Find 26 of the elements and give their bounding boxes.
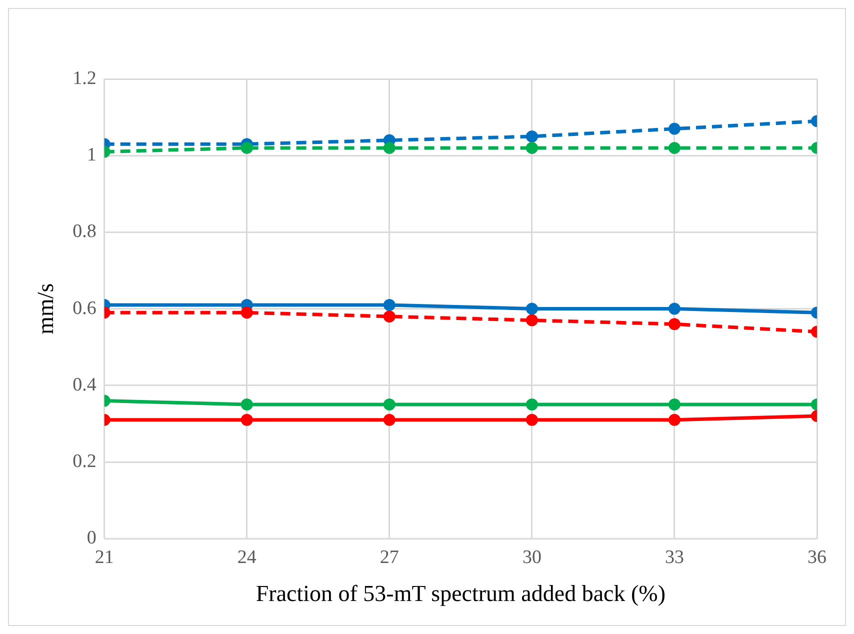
point [526, 398, 538, 411]
y-tick-label: 1 [86, 144, 96, 166]
x-tick-label: 21 [94, 546, 114, 568]
point [383, 414, 396, 426]
y-tick-label: 0.6 [72, 298, 96, 319]
y-tick-label: 0.2 [72, 450, 96, 472]
point [383, 142, 396, 154]
y-tick-label: 0.4 [72, 374, 97, 396]
y-tick-label: 1.2 [72, 68, 96, 89]
x-tick-label: 27 [380, 546, 399, 568]
x-axis-title: Fraction of 53-mT spectrum added back (%) [256, 581, 666, 606]
y-tick-label: 0 [86, 528, 96, 549]
point [526, 142, 538, 154]
x-tick-label: 36 [808, 546, 826, 568]
y-axis-title: mm/s [32, 283, 58, 334]
x-tick-label: 24 [237, 546, 257, 568]
point [526, 314, 538, 326]
point [383, 298, 396, 311]
x-tick-label: 30 [522, 546, 542, 568]
x-tick-label: 33 [664, 546, 684, 568]
point [383, 310, 396, 322]
point [526, 130, 538, 142]
y-tick-label: 0.8 [72, 221, 96, 242]
point [526, 414, 538, 426]
point [383, 398, 396, 411]
point [526, 302, 538, 315]
